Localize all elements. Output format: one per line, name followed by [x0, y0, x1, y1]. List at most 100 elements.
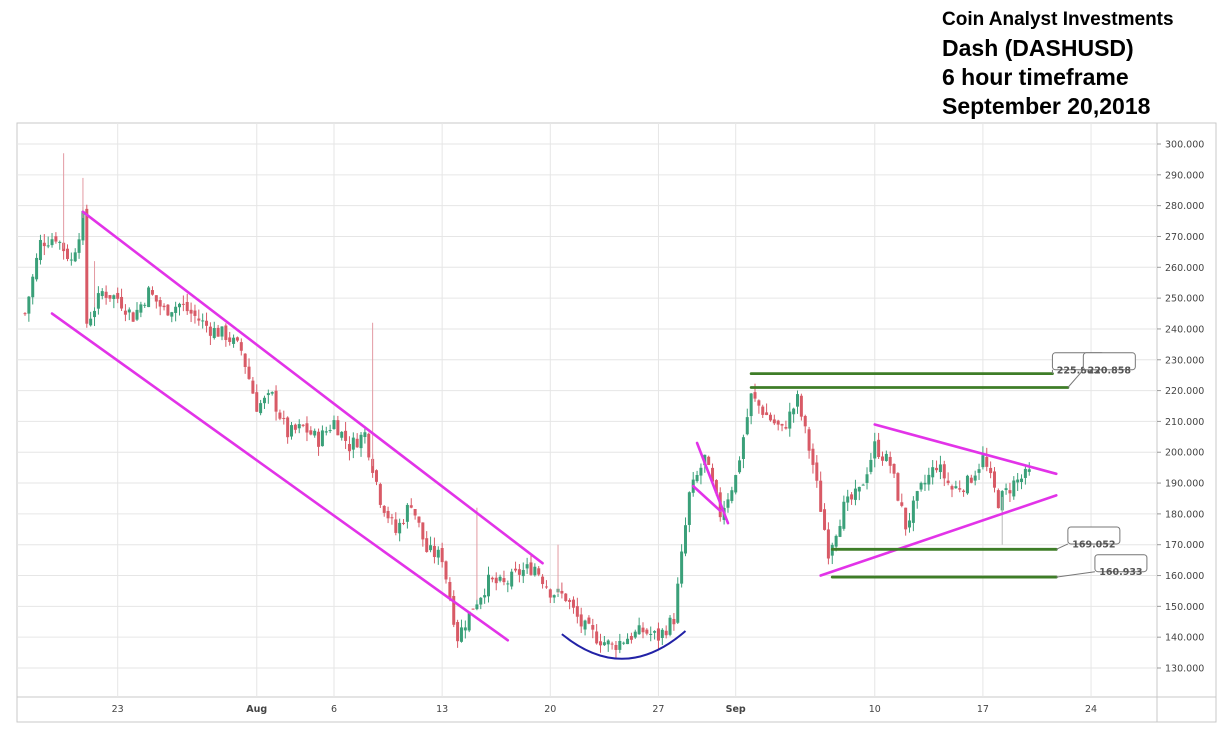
candle-body	[170, 312, 174, 317]
candle-body	[714, 480, 718, 494]
candle-body	[347, 444, 351, 452]
x-tick-label: 20	[544, 704, 556, 715]
candle-body	[104, 291, 108, 298]
candle-body	[796, 394, 799, 407]
candle-body	[147, 287, 151, 308]
candle-body	[328, 430, 332, 432]
candle-body	[799, 395, 803, 417]
candle-body	[96, 293, 100, 309]
candle-body	[772, 419, 776, 424]
candle-body	[826, 529, 830, 559]
candle-body	[239, 342, 243, 351]
candle-body	[409, 505, 413, 508]
candle-body	[77, 239, 81, 253]
candle-body	[541, 576, 545, 585]
candle-body	[954, 486, 958, 489]
candle-body	[467, 611, 471, 631]
candle-body	[911, 500, 915, 523]
x-tick-label: Sep	[726, 704, 746, 715]
candle-body	[741, 437, 745, 459]
candle-body	[514, 568, 518, 571]
candle-body	[919, 482, 923, 490]
candle-body	[579, 614, 583, 627]
candle-body	[398, 522, 402, 534]
candle-body	[216, 327, 220, 337]
candle-body	[680, 551, 684, 584]
candle-body	[950, 486, 954, 490]
candle-body	[266, 393, 270, 396]
trend-line	[691, 484, 722, 513]
candle-body	[633, 631, 637, 638]
candle-body	[425, 538, 429, 552]
candle-body	[212, 328, 216, 338]
candle-body	[463, 627, 467, 631]
candle-body	[888, 456, 892, 466]
candle-body	[521, 569, 525, 577]
candle-body	[54, 236, 58, 242]
candle-body	[529, 562, 533, 575]
candle-body	[158, 300, 162, 307]
x-tick-label: 27	[652, 704, 664, 715]
candle-body	[448, 581, 452, 599]
candle-body	[552, 595, 556, 598]
candle-body	[166, 304, 170, 316]
candle-body	[471, 608, 475, 610]
candle-body	[42, 242, 46, 247]
candle-body	[73, 252, 77, 262]
candle-body	[251, 380, 255, 394]
candle-body	[992, 471, 996, 488]
price-callout-label: 220.858	[1088, 365, 1132, 376]
candle-body	[842, 501, 846, 529]
x-tick-label: 10	[869, 704, 881, 715]
candle-body	[656, 628, 660, 641]
candle-body	[313, 430, 317, 436]
candle-body	[602, 642, 606, 646]
candle-body	[707, 456, 711, 465]
candle-body	[367, 433, 371, 458]
trend-line	[81, 210, 544, 565]
y-tick-label: 300.000	[1165, 140, 1204, 151]
candle-body	[734, 475, 738, 493]
x-tick-label: Aug	[246, 704, 267, 715]
candle-body	[587, 617, 591, 624]
candle-body	[861, 484, 865, 486]
candle-body	[374, 470, 378, 482]
candle-body	[544, 586, 548, 588]
candle-body	[660, 629, 664, 638]
y-tick-label: 290.000	[1165, 170, 1204, 181]
candle-body	[475, 604, 479, 610]
y-tick-label: 210.000	[1165, 417, 1204, 428]
candle-body	[131, 312, 135, 322]
candle-body	[286, 417, 290, 438]
candle-body	[50, 239, 54, 246]
y-tick-label: 170.000	[1165, 540, 1204, 551]
candle-body	[394, 519, 398, 533]
candle-body	[653, 631, 657, 633]
candle-body	[93, 310, 97, 318]
y-tick-label: 140.000	[1165, 633, 1204, 644]
candle-body	[811, 448, 815, 465]
candle-body	[150, 290, 154, 295]
candle-body	[869, 459, 873, 472]
candle-body	[765, 412, 769, 416]
price-callout-label: 225.883	[1057, 365, 1100, 376]
candle-body	[853, 488, 857, 500]
candle-body	[533, 566, 537, 576]
candle-body	[386, 510, 390, 519]
candle-body	[459, 627, 463, 642]
candle-body	[1020, 478, 1024, 483]
candle-body	[996, 490, 1000, 509]
candle-body	[178, 303, 181, 308]
candle-body	[498, 576, 502, 581]
candle-body	[846, 496, 850, 503]
candle-body	[873, 441, 877, 459]
price-callout-label: 160.933	[1099, 567, 1142, 578]
candle-body	[880, 456, 884, 461]
candle-body	[274, 390, 278, 412]
candle-body	[807, 429, 811, 451]
candle-body	[456, 622, 460, 642]
candle-body	[819, 480, 823, 512]
candle-body	[413, 509, 417, 516]
candle-body	[232, 337, 236, 344]
candle-body	[761, 406, 765, 415]
